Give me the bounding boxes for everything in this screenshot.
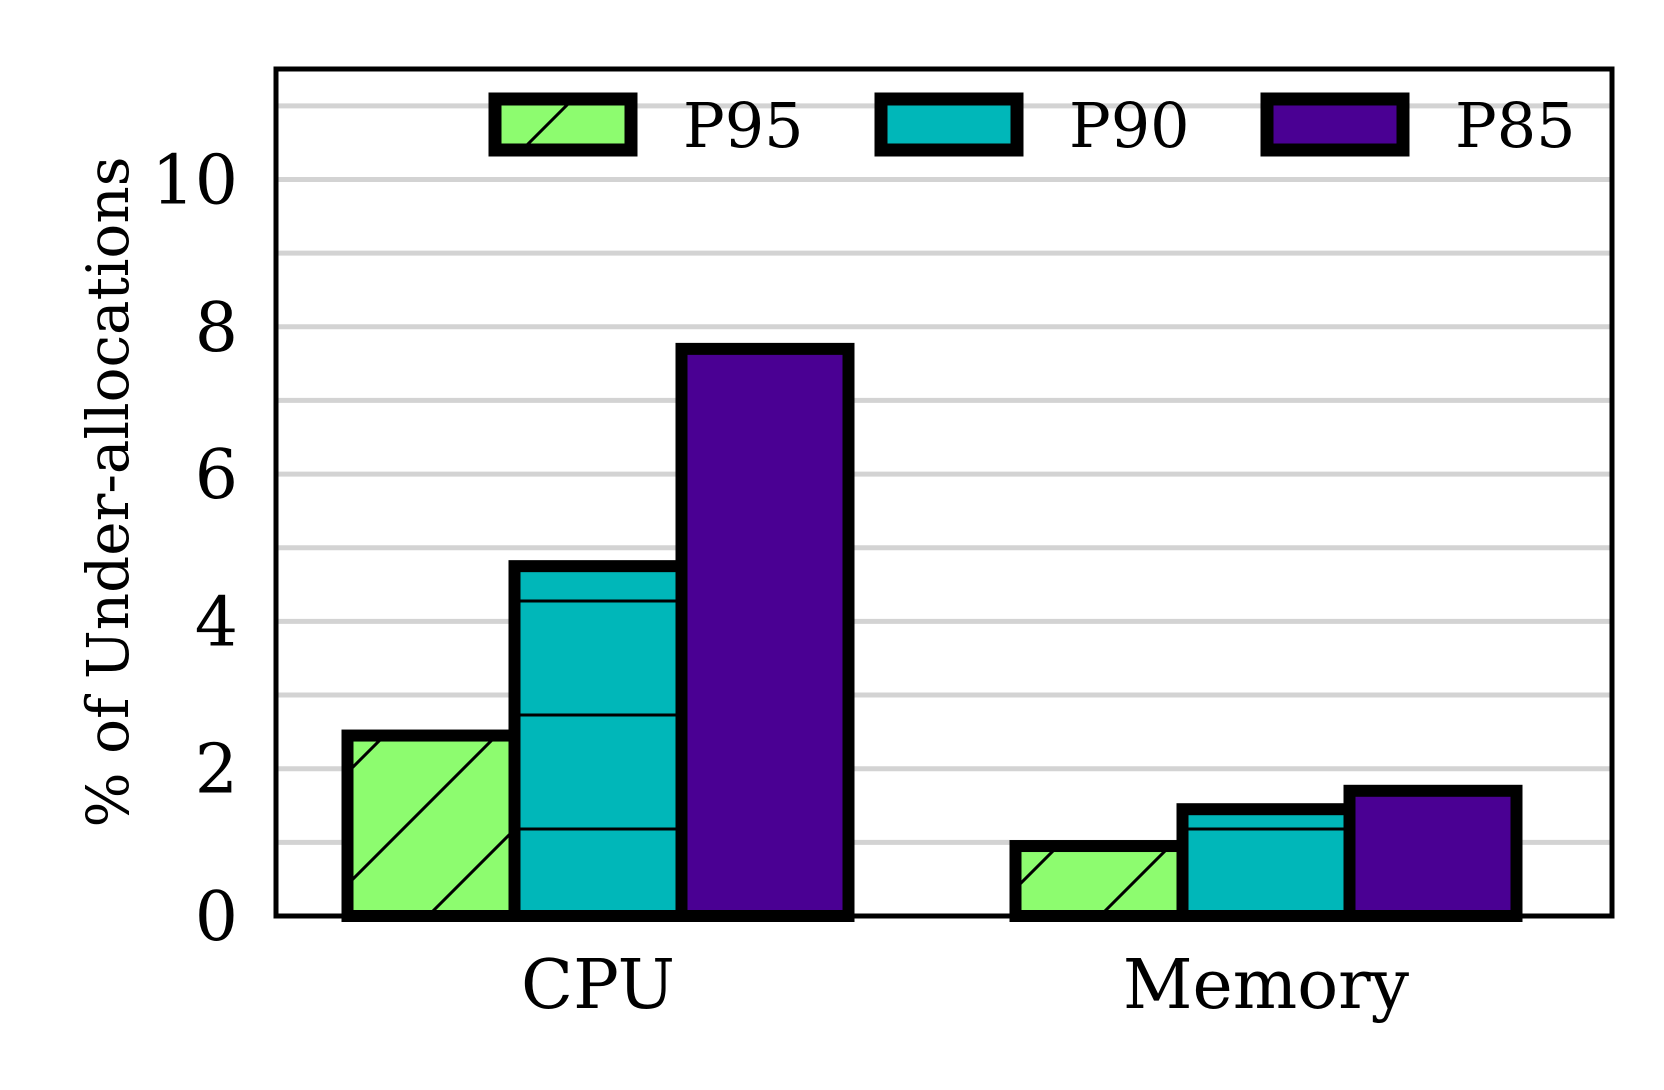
bar-p90-cpu [508,560,688,922]
y-tick-label: 0 [195,878,238,957]
x-axis-ticks: CPU Memory [521,946,1410,1025]
y-tick-label: 6 [195,436,238,515]
plot-frame [273,66,1615,919]
legend-label-p90: P90 [1069,89,1190,162]
y-tick-label: 8 [195,289,238,368]
bars [341,342,1523,923]
bar-p95-memory [1009,840,1189,923]
x-tick-label: Memory [1123,946,1410,1025]
bar-p95-cpu [341,729,521,923]
bar-p90-memory [1176,803,1356,922]
x-tick-label: CPU [521,946,675,1025]
y-tick-label: 4 [195,583,238,662]
legend-label-p85: P85 [1455,89,1576,162]
y-axis-label: % of Under-allocations [74,157,142,828]
y-tick-label: 10 [151,141,238,220]
legend-swatch-p85 [1260,92,1410,157]
y-tick-label: 2 [195,731,238,810]
bar-p85-cpu [675,342,855,923]
bar-p85-memory [1343,784,1523,923]
legend-swatch-p90 [874,92,1024,157]
legend: P95 P90 P85 [488,89,1576,162]
legend-swatch-p95 [488,92,638,157]
legend-label-p95: P95 [683,89,804,162]
y-axis-ticks: 0 2 4 6 8 10 [151,141,238,957]
